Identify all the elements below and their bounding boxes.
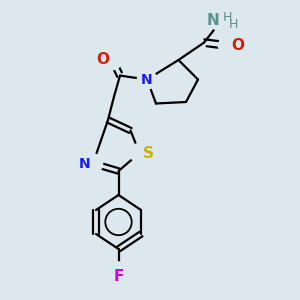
- Text: N: N: [141, 73, 153, 86]
- Circle shape: [83, 154, 103, 173]
- Circle shape: [103, 50, 122, 70]
- Text: F: F: [113, 269, 124, 284]
- Text: H: H: [222, 11, 232, 24]
- Text: S: S: [142, 146, 153, 160]
- Text: O: O: [96, 52, 109, 68]
- Circle shape: [137, 70, 157, 89]
- Text: N: N: [207, 13, 219, 28]
- Text: O: O: [231, 38, 244, 53]
- Circle shape: [109, 262, 128, 281]
- Circle shape: [211, 12, 230, 31]
- Text: N: N: [79, 157, 90, 170]
- Circle shape: [218, 36, 238, 55]
- Circle shape: [130, 143, 149, 163]
- Text: H: H: [228, 18, 238, 31]
